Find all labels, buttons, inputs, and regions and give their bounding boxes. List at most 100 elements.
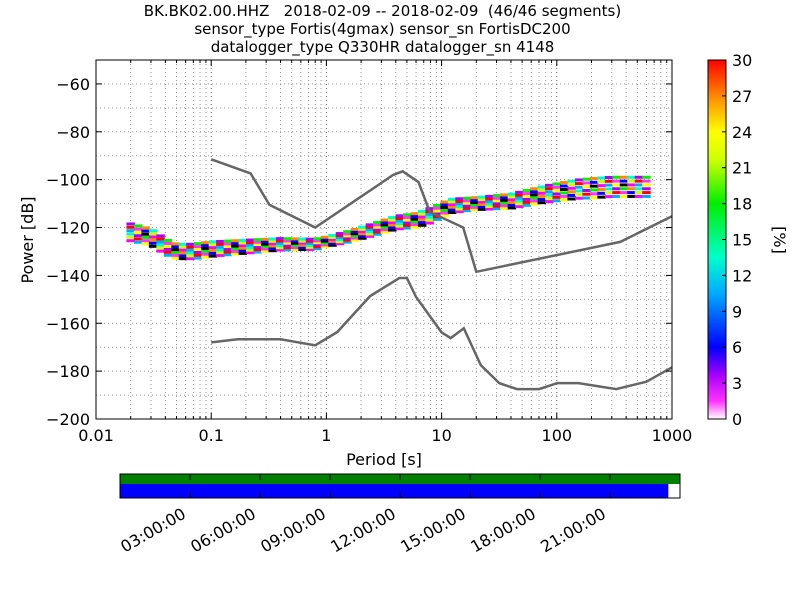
- psd-cell: [582, 181, 591, 185]
- psd-cell: [156, 237, 165, 241]
- psd-cell: [440, 211, 449, 215]
- psd-cell: [201, 246, 210, 250]
- psd-cell: [447, 210, 457, 214]
- time-tick-label: 18:00:00: [467, 504, 539, 556]
- psd-cell: [417, 220, 427, 224]
- psd-cell: [589, 176, 599, 180]
- plot-frame: [95, 59, 673, 420]
- psd-cell: [470, 196, 479, 200]
- psd-cell: [350, 227, 360, 231]
- psd-cell: [619, 191, 629, 195]
- psd-cell: [193, 256, 203, 260]
- psd-cell: [268, 239, 277, 243]
- psd-cell: [156, 234, 165, 238]
- psd-cell: [313, 241, 322, 245]
- psd-cell: [246, 241, 255, 245]
- psd-cell: [231, 239, 240, 243]
- psd-cell: [246, 251, 255, 255]
- psd-cell: [500, 198, 509, 202]
- psd-cell: [335, 240, 345, 244]
- psd-cell: [507, 192, 517, 196]
- psd-cell: [231, 249, 240, 253]
- psd-cell: [634, 179, 644, 183]
- psd-cell: [178, 248, 188, 252]
- psd-cell: [619, 183, 629, 187]
- psd-cell: [238, 244, 248, 248]
- colorbar-tick-label: 6: [732, 338, 742, 357]
- psd-cell: [612, 179, 621, 183]
- psd-cell: [275, 246, 285, 250]
- psd-cell: [208, 240, 218, 244]
- psd-cell: [320, 243, 330, 247]
- psd-cell: [455, 202, 464, 206]
- psd-cell: [133, 240, 143, 244]
- psd-cell: [574, 185, 584, 189]
- psd-cell: [186, 245, 195, 249]
- low-noise-model-line: [211, 276, 672, 391]
- psd-cell: [163, 247, 173, 251]
- psd-cell: [574, 193, 584, 197]
- psd-cell: [515, 205, 524, 209]
- psd-cell: [373, 220, 382, 224]
- psd-cell: [246, 238, 255, 242]
- psd-cell: [283, 241, 292, 245]
- psd-cell: [223, 247, 233, 251]
- psd-cell: [201, 252, 210, 256]
- psd-cell: [178, 257, 188, 261]
- psd-cell: [642, 194, 651, 198]
- psd-cell: [178, 254, 188, 258]
- psd-cell: [290, 248, 300, 252]
- psd-cell: [417, 218, 427, 222]
- x-tick-label: 100: [542, 426, 573, 445]
- psd-cell: [141, 229, 150, 233]
- psd-cell: [216, 248, 225, 252]
- psd-cell: [589, 192, 599, 196]
- psd-cell: [148, 235, 158, 239]
- psd-cell: [208, 248, 218, 252]
- psd-cell: [530, 193, 539, 197]
- psd-cell: [358, 230, 367, 234]
- psd-cell: [133, 234, 143, 238]
- psd-cell: [492, 201, 502, 205]
- psd-cell: [604, 175, 614, 179]
- psd-cell: [268, 237, 277, 241]
- psd-cell: [522, 192, 532, 196]
- psd-cell: [305, 245, 315, 249]
- psd-cell: [343, 234, 352, 238]
- psd-cell: [597, 187, 606, 191]
- psd-cell: [350, 232, 360, 236]
- psd-cell: [567, 186, 576, 190]
- psd-cell: [597, 176, 606, 180]
- colorbar-tick-label: 9: [732, 302, 742, 321]
- psd-cell: [380, 225, 390, 229]
- psd-cell: [485, 199, 494, 203]
- time-tick-label: 09:00:00: [257, 504, 329, 556]
- psd-cell: [552, 195, 561, 199]
- psd-cell: [305, 239, 315, 243]
- psd-cell: [425, 212, 434, 216]
- psd-cell: [313, 237, 322, 241]
- psd-cell: [260, 245, 270, 249]
- psd-cell: [582, 177, 591, 181]
- psd-cell: [447, 205, 457, 209]
- psd-histogram: [126, 175, 651, 261]
- psd-cell: [156, 240, 165, 244]
- psd-cell: [350, 238, 360, 242]
- psd-cell: [477, 195, 487, 199]
- psd-cell: [545, 187, 554, 191]
- psd-cell: [462, 209, 472, 213]
- psd-cell: [358, 225, 367, 229]
- time-tick-label: 12:00:00: [327, 504, 399, 556]
- psd-cell: [231, 247, 240, 251]
- psd-cell: [507, 200, 517, 204]
- psd-cell: [642, 179, 651, 183]
- psd-cell: [328, 241, 337, 245]
- psd-cell: [223, 250, 233, 254]
- psd-cell: [403, 221, 412, 225]
- psd-cell: [403, 218, 412, 222]
- psd-cell: [567, 193, 576, 197]
- psd-cell: [634, 183, 644, 187]
- psd-cell: [201, 249, 210, 253]
- psd-cell: [171, 256, 180, 260]
